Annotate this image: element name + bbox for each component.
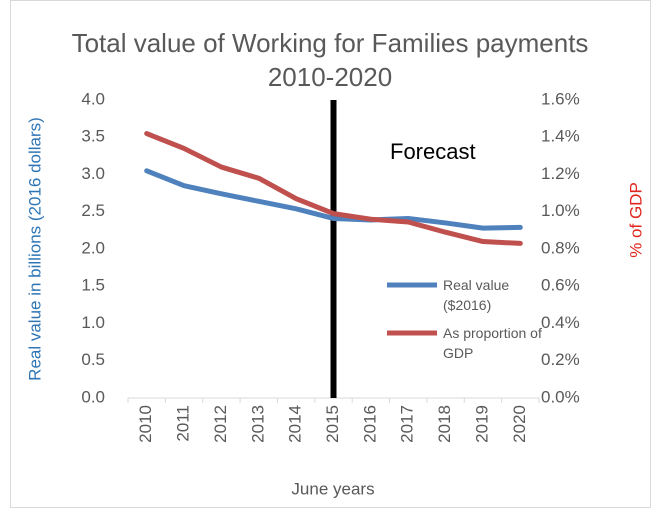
x-tick-label: 2012	[211, 405, 230, 443]
y-tick-label: 0.0	[81, 387, 105, 406]
y-tick-label: 0.5	[81, 350, 105, 369]
x-axis-title: June years	[291, 479, 374, 498]
x-tick-label: 2010	[136, 405, 155, 443]
x-tick-label: 2011	[174, 405, 193, 442]
legend-label: As proportion of GDP	[443, 325, 542, 361]
x-tick-label: 2015	[323, 405, 342, 443]
y-tick-label: 2.0	[81, 238, 105, 257]
y-axis-title: Real value in billions (2016 dollars)	[25, 117, 44, 381]
chart-title: Total value of Working for Families paym…	[71, 28, 589, 92]
y-tick-label: 0.2%	[541, 350, 580, 369]
line-series	[144, 168, 523, 231]
y-tick-label: 1.5	[81, 276, 105, 295]
y-tick-label: 1.0%	[541, 201, 580, 220]
y-tick-label: 1.0	[81, 313, 105, 332]
y-tick-label: 0.4%	[541, 313, 580, 332]
x-tick-label: 2013	[248, 405, 267, 443]
y-tick-label: 0.6%	[541, 276, 580, 295]
x-tick-label: 2016	[360, 405, 379, 443]
x-tick-label: 2019	[472, 405, 491, 443]
x-tick-label: 2017	[398, 405, 417, 443]
y-tick-label: 3.0	[81, 164, 105, 183]
y-tick-label: 4.0	[81, 89, 105, 108]
y-tick-label: 3.5	[81, 127, 105, 146]
annotation: Forecast	[390, 139, 476, 164]
x-tick-label: 2014	[286, 405, 305, 443]
y-tick-label: 1.6%	[541, 89, 580, 108]
x-tick-label: 2020	[510, 405, 529, 443]
y-tick-label: 2.5	[81, 201, 105, 220]
y-tick-label: 1.2%	[541, 164, 580, 183]
legend-label: Real value ($2016)	[443, 277, 510, 313]
line-series	[144, 131, 523, 246]
y2-axis-title: % of GDP	[626, 182, 645, 258]
y-tick-label: 0.0%	[541, 387, 580, 406]
x-tick-label: 2018	[435, 405, 454, 443]
y-tick-label: 1.4%	[541, 127, 580, 146]
y-tick-label: 0.8%	[541, 238, 580, 257]
